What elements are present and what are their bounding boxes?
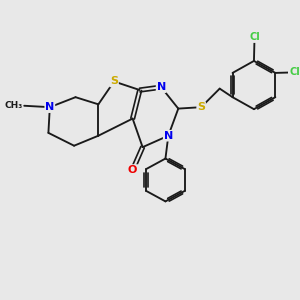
Text: N: N bbox=[157, 82, 166, 92]
Text: Cl: Cl bbox=[290, 67, 300, 77]
Text: O: O bbox=[128, 165, 137, 175]
Text: S: S bbox=[110, 76, 118, 86]
Text: S: S bbox=[197, 102, 205, 112]
Text: Cl: Cl bbox=[249, 32, 260, 42]
Text: N: N bbox=[164, 131, 173, 141]
Text: CH₃: CH₃ bbox=[4, 101, 23, 110]
Text: N: N bbox=[45, 102, 55, 112]
